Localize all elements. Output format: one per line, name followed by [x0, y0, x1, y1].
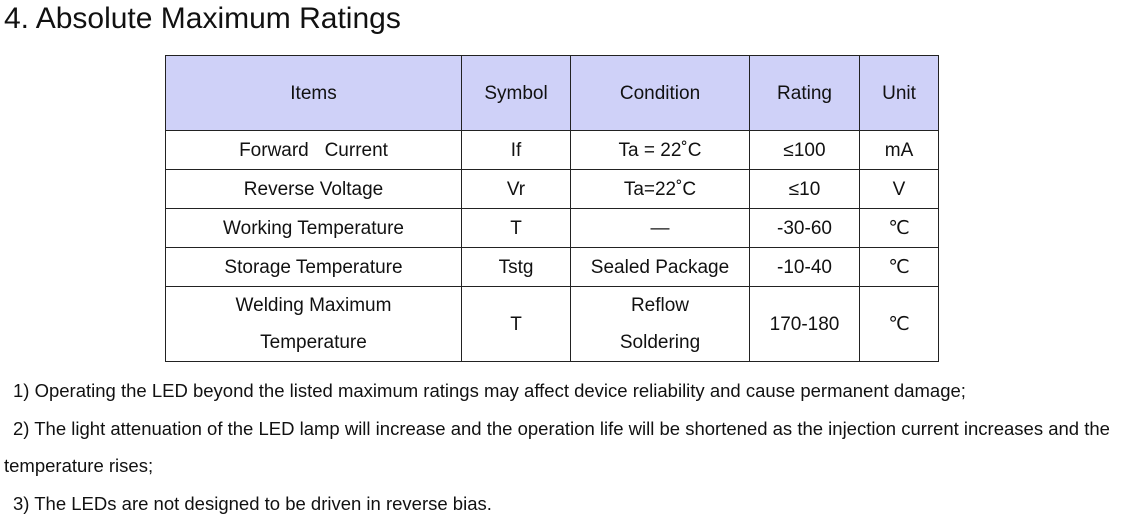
table-cell: ℃	[860, 248, 939, 287]
table-cell: Ta = 22˚C	[571, 131, 750, 170]
table-cell: Reverse Voltage	[166, 170, 462, 209]
table-cell: Vr	[462, 170, 571, 209]
table-cell: Welding Maximum Temperature	[166, 287, 462, 362]
column-header: Symbol	[462, 56, 571, 131]
table-cell: Ta=22˚C	[571, 170, 750, 209]
column-header: Items	[166, 56, 462, 131]
table-cell: Sealed Package	[571, 248, 750, 287]
column-header: Rating	[750, 56, 860, 131]
table-cell: If	[462, 131, 571, 170]
note: 3) The LEDs are not designed to be drive…	[4, 485, 1120, 522]
table-cell: 170-180	[750, 287, 860, 362]
table-cell: mA	[860, 131, 939, 170]
column-header: Condition	[571, 56, 750, 131]
table-cell: Reflow Soldering	[571, 287, 750, 362]
table-cell: ℃	[860, 209, 939, 248]
table-cell: ℃	[860, 287, 939, 362]
table-cell: ≤100	[750, 131, 860, 170]
table-cell: —	[571, 209, 750, 248]
table-cell: Forward Current	[166, 131, 462, 170]
table-cell: ≤10	[750, 170, 860, 209]
note: 1) Operating the LED beyond the listed m…	[4, 372, 1120, 410]
table-cell: Tstg	[462, 248, 571, 287]
table-cell: T	[462, 209, 571, 248]
note: 2) The light attenuation of the LED lamp…	[4, 410, 1120, 485]
table-cell: V	[860, 170, 939, 209]
table-cell: -30-60	[750, 209, 860, 248]
table-cell: Working Temperature	[166, 209, 462, 248]
column-header: Unit	[860, 56, 939, 131]
section-title: 4. Absolute Maximum Ratings	[4, 0, 401, 38]
table-cell: -10-40	[750, 248, 860, 287]
table-cell: T	[462, 287, 571, 362]
table-cell: Storage Temperature	[166, 248, 462, 287]
notes: 1) Operating the LED beyond the listed m…	[4, 372, 1120, 522]
